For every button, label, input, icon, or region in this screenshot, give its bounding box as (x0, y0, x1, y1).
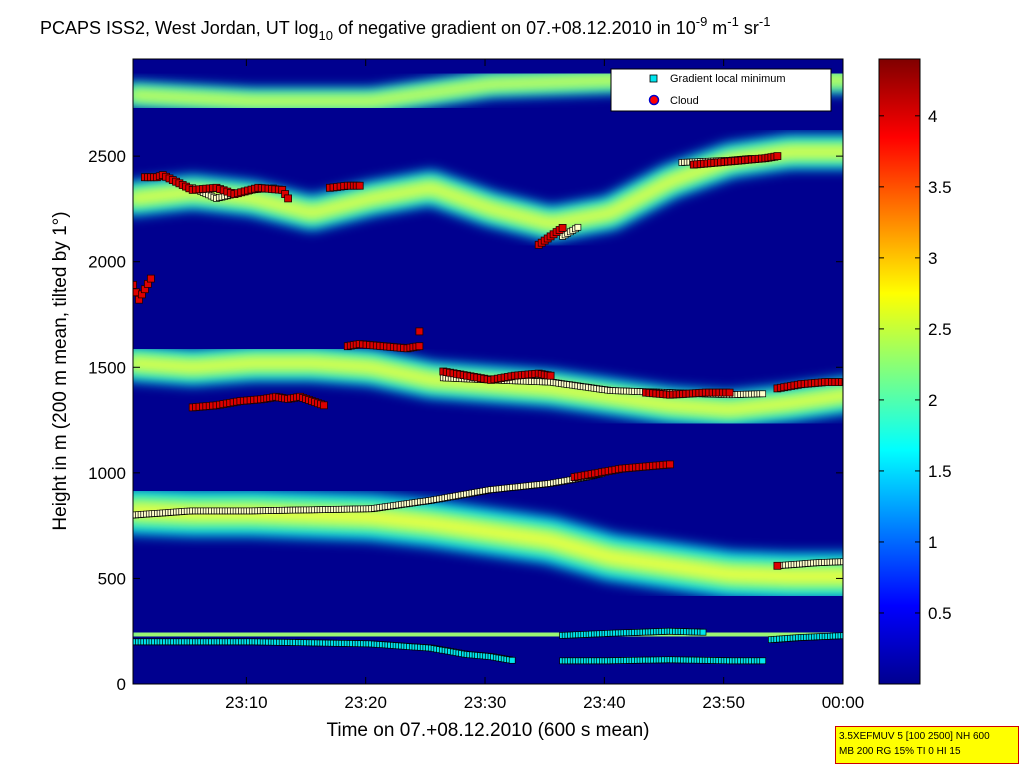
cloud-marker (773, 561, 782, 570)
y-tick-label: 2000 (88, 253, 126, 272)
x-tick-label: 23:10 (225, 693, 268, 712)
x-tick-label: 23:40 (583, 693, 626, 712)
x-tick-label: 23:20 (344, 693, 387, 712)
x-tick-label: 23:30 (464, 693, 507, 712)
gradient-minimum-marker (574, 223, 582, 231)
colorbar-tick-label: 2.5 (928, 320, 952, 339)
colorbar-tick-label: 0.5 (928, 604, 952, 623)
y-axis-ticks: 0 500 1000 1500 2000 2500 (88, 147, 843, 694)
cloud-marker (146, 274, 155, 283)
colorbar-tick-label: 1 (928, 533, 937, 552)
legend-box (610, 68, 832, 112)
colorbar-tick-label: 1.5 (928, 462, 952, 481)
colorbar-tick-label: 3.5 (928, 178, 952, 197)
heatmap-band-ground-2 (133, 629, 843, 639)
gradient-minimum-marker (699, 628, 707, 636)
colorbar-tick-label: 4 (928, 107, 937, 126)
x-tick-label: 00:00 (822, 693, 865, 712)
info-box: 3.5XEFMUV 5 [100 2500] NH 600 MB 200 RG … (835, 726, 1019, 764)
heatmap-band-mid-2 (133, 357, 843, 415)
y-tick-label: 1500 (88, 358, 126, 377)
x-axis-label: Time on 07.+08.12.2010 (600 s mean) (326, 720, 649, 741)
legend-label-gradient-minimum: Gradient local minimum (670, 73, 786, 85)
gradient-minimum-marker (842, 558, 843, 565)
y-tick-label: 2500 (88, 147, 126, 166)
colorbar-ticks: 0.5 1 1.5 2 2.5 3 3.5 4 (879, 107, 952, 623)
info-line-1: 3.5XEFMUV 5 [100 2500] NH 600 (839, 731, 990, 742)
cloud-marker (415, 342, 424, 351)
cloud-marker (546, 371, 555, 380)
gradient-minimum-marker (840, 558, 843, 566)
cloud-marker (773, 152, 782, 161)
y-tick-label: 0 (117, 675, 126, 694)
info-line-2: MB 200 RG 15% TI 0 HI 15 (839, 746, 961, 757)
colorbar: 0.5 1 1.5 2 2.5 3 3.5 4 (878, 58, 952, 685)
gradient-minimum-marker (759, 390, 767, 398)
cloud-marker (319, 401, 328, 410)
gradient-minimum-marker (759, 657, 767, 665)
x-tick-label: 23:50 (702, 693, 745, 712)
y-tick-label: 500 (98, 569, 126, 588)
cloud-marker (666, 460, 674, 469)
cloud-marker (725, 388, 734, 397)
x-axis-ticks: 23:10 23:20 23:30 23:40 23:50 00:00 (225, 59, 864, 712)
cloud-marker (846, 379, 853, 386)
plot-area: 23:10 23:20 23:30 23:40 23:50 00:00 0 500 1000 1… (88, 58, 864, 712)
legend: Gradient local minimum Cloud (610, 68, 832, 112)
y-axis-label: Height in m (200 m mean, tilted by 1°) (50, 211, 71, 530)
cloud-markers (133, 152, 853, 570)
plot-frame (132, 58, 844, 685)
cloud-marker (133, 280, 137, 289)
cloud-marker (558, 223, 567, 232)
gradient-minimum-marker (508, 656, 516, 664)
legend-marker-cloud (648, 94, 660, 106)
colorbar-tick-label: 2 (928, 391, 937, 410)
colorbar-tick-label: 3 (928, 249, 937, 268)
legend-label-cloud: Cloud (670, 95, 699, 107)
cloud-marker (284, 194, 293, 203)
cloud-marker (415, 327, 424, 336)
gradient-minimum-marker (842, 632, 843, 639)
y-tick-label: 1000 (88, 464, 126, 483)
chart-title: PCAPS ISS2, West Jordan, UT log10 of neg… (40, 14, 770, 43)
cloud-marker (355, 181, 364, 190)
colorbar-gradient (878, 58, 921, 685)
gradient-minimum-marker (840, 632, 843, 640)
legend-marker-gradient-minimum (649, 74, 658, 83)
